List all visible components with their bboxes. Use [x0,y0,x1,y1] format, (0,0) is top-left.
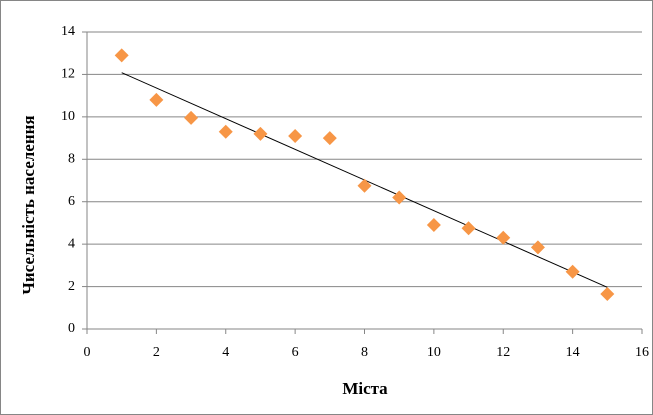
marker [114,48,129,63]
marker [530,240,545,255]
marker [184,110,199,125]
marker [565,264,580,279]
y-tick-label: 8 [68,152,75,167]
x-tick-label: 2 [153,345,160,360]
marker [600,286,615,301]
y-tick-label: 6 [68,194,75,209]
marker [392,190,407,205]
y-tick-label: 10 [61,109,75,124]
y-axis-title: Чисельність населення [19,115,38,294]
x-tick-label: 4 [222,345,229,360]
marker [322,131,337,146]
x-tick-label: 8 [361,345,368,360]
x-tick-label: 16 [635,345,649,360]
marker [253,126,268,141]
marker [149,92,164,107]
x-axis-title: Міста [342,379,388,398]
marker [357,178,372,193]
x-tick-label: 0 [84,345,91,360]
marker [461,221,476,236]
y-tick-label: 14 [61,24,75,39]
x-tick-label: 12 [496,345,510,360]
y-tick-label: 2 [68,279,75,294]
x-tick-label: 10 [427,345,441,360]
x-tick-label: 6 [292,345,299,360]
y-tick-label: 12 [61,67,75,82]
marker [288,128,303,143]
y-tick-label: 0 [68,321,75,336]
marker [496,230,511,245]
marker [218,124,233,139]
x-tick-label: 14 [566,345,580,360]
marker [426,218,441,233]
y-tick-label: 4 [68,236,75,251]
